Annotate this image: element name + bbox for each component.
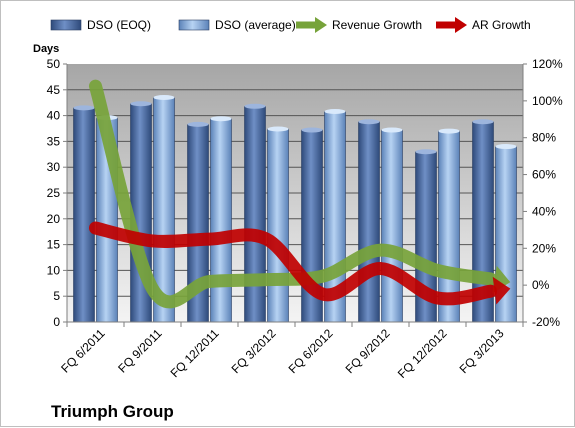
- right-axis-ticks: -20% 0% 20% 40% 60% 80% 100% 120%: [523, 57, 563, 329]
- bar-cap-dso-average: [324, 108, 346, 114]
- x-tick-label: FQ 6/2011: [58, 326, 108, 376]
- y-tick-label: 0: [53, 315, 60, 329]
- legend-label-revenue-growth: Revenue Growth: [332, 18, 422, 32]
- x-tick-label: FQ 9/2011: [115, 326, 165, 376]
- x-tick-label: FQ 3/2012: [229, 326, 279, 376]
- y2-tick-label: 20%: [532, 241, 556, 255]
- x-tick-label: FQ 9/2012: [343, 326, 393, 376]
- bar-cap-dso-eoq: [244, 103, 266, 109]
- legend-label-dso-eoq: DSO (EOQ): [87, 18, 151, 32]
- legend-label-ar-growth: AR Growth: [472, 18, 531, 32]
- y-tick-label: 5: [53, 289, 60, 303]
- legend-swatch-dso-average: [178, 19, 210, 31]
- y-tick-label: 45: [47, 83, 61, 97]
- growth-lines: [89, 79, 511, 309]
- arrowhead-ar-growth: [492, 276, 511, 305]
- y2-tick-label: -20%: [532, 315, 560, 329]
- legend-label-dso-average: DSO (average): [215, 18, 296, 32]
- bar-dso-average: [210, 118, 232, 323]
- bar-cap-dso-average: [381, 127, 403, 133]
- bar-cap-dso-average: [267, 126, 289, 132]
- y-tick-label: 25: [47, 186, 61, 200]
- y-tick-label: 15: [47, 238, 61, 252]
- y-tick-label: 20: [47, 212, 61, 226]
- y-tick-label: 40: [47, 109, 61, 123]
- legend: DSO (EOQ) DSO (average) Revenue Growth AR G…: [50, 17, 531, 33]
- bar-cap-dso-average: [495, 144, 517, 150]
- x-tick-label: FQ 12/2011: [168, 326, 222, 380]
- chart-title: Triumph Group: [51, 402, 174, 421]
- legend-arrow-ar-growth: [455, 17, 467, 33]
- bar-cap-dso-eoq: [358, 119, 380, 125]
- bar-dso-average: [267, 128, 289, 323]
- bar-cap-dso-eoq: [187, 121, 209, 127]
- line-ar-growth: [89, 221, 498, 306]
- y2-tick-label: 120%: [532, 57, 563, 71]
- bar-cap-dso-average: [438, 128, 460, 134]
- y2-tick-label: 100%: [532, 94, 563, 108]
- bar-cap-dso-eoq: [415, 149, 437, 155]
- bar-dso-average: [381, 129, 403, 323]
- y2-tick-label: 60%: [532, 168, 556, 182]
- bar-cap-dso-average: [210, 116, 232, 122]
- y-tick-label: 30: [47, 160, 61, 174]
- x-tick-label: FQ 3/2013: [457, 326, 507, 376]
- bar-cap-dso-eoq: [130, 101, 152, 107]
- bar-dso-eoq: [73, 107, 95, 323]
- legend-arrow-revenue-growth: [315, 17, 327, 33]
- bar-cap-dso-eoq: [73, 105, 95, 111]
- legend-swatch-dso-eoq: [50, 19, 82, 31]
- y-tick-label: 10: [47, 263, 61, 277]
- y-tick-label: 35: [47, 134, 61, 148]
- x-tick-label: FQ 6/2012: [286, 326, 336, 376]
- left-axis-ticks: 0 5 10 15 20 25 30 35 40 45 50: [47, 57, 67, 329]
- bar-dso-eoq: [358, 121, 380, 323]
- y-axis-title: Days: [33, 43, 59, 55]
- y2-tick-label: 0%: [532, 278, 550, 292]
- y2-tick-label: 80%: [532, 131, 556, 145]
- x-tick-label: FQ 12/2012: [395, 326, 450, 381]
- y-tick-label: 50: [47, 57, 61, 71]
- x-axis-ticks: FQ 6/2011 FQ 9/2011 FQ 12/2011 FQ 3/2012 FQ …: [58, 326, 507, 381]
- bar-cap-dso-eoq: [301, 127, 323, 133]
- y2-tick-label: 40%: [532, 204, 556, 218]
- bar-cap-dso-average: [153, 95, 175, 101]
- line-revenue-growth: [89, 79, 498, 309]
- bar-cap-dso-eoq: [472, 119, 494, 125]
- bar-dso-eoq: [244, 106, 266, 323]
